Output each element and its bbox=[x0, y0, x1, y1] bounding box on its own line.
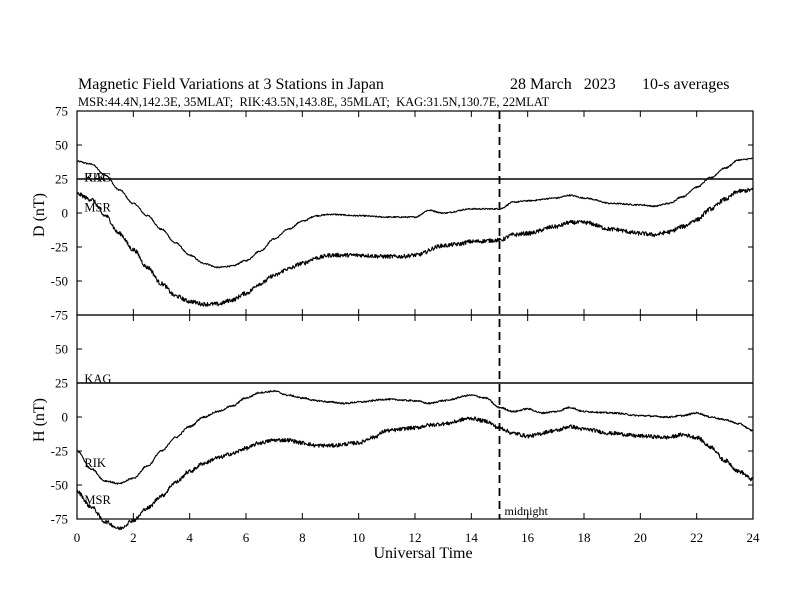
x-tick-label: 0 bbox=[74, 530, 81, 545]
x-tick-label: 6 bbox=[243, 530, 250, 545]
panel-h-ylabel: H (nT) bbox=[31, 398, 48, 442]
x-axis-ticks: 0 2 4 6 8 10 12 14 16 18 20 22 24 bbox=[74, 111, 760, 545]
series-label-rik: RIK bbox=[84, 456, 106, 470]
series-label-rik: RIK bbox=[84, 171, 106, 185]
y-tick-label: -25 bbox=[51, 240, 68, 255]
panel-d-ylabel: D (nT) bbox=[31, 193, 48, 237]
x-axis-title: Universal Time bbox=[373, 545, 472, 562]
y-tick-label: 25 bbox=[55, 172, 68, 187]
y-tick-label: -75 bbox=[51, 308, 68, 323]
x-tick-label: 14 bbox=[465, 530, 479, 545]
y-tick-label: -25 bbox=[51, 444, 68, 459]
series-label-msr: MSR bbox=[84, 201, 111, 215]
panel-h: 50 25 0 -25 -50 -75 KAG RIK MSR H (nT) bbox=[31, 314, 754, 531]
chart-date: 28 March 2023 bbox=[510, 76, 616, 93]
x-tick-label: 18 bbox=[578, 530, 591, 545]
x-tick-label: 20 bbox=[634, 530, 647, 545]
series-label-kag: KAG bbox=[84, 171, 111, 185]
y-tick-label: 75 bbox=[55, 104, 68, 119]
y-tick-label: -75 bbox=[51, 512, 68, 527]
station-info: MSR:44.4N,142.3E, 35MLAT; RIK:43.5N,143.… bbox=[78, 95, 550, 109]
x-tick-label: 16 bbox=[521, 530, 535, 545]
y-tick-label: -50 bbox=[51, 478, 68, 493]
y-tick-label: 50 bbox=[55, 342, 68, 357]
series-line-msr bbox=[76, 187, 754, 307]
series-label-msr: MSR bbox=[84, 493, 111, 507]
chart-averaging: 10-s averages bbox=[642, 76, 730, 93]
x-tick-label: 10 bbox=[352, 530, 365, 545]
panel-d-series bbox=[76, 157, 754, 307]
y-tick-label: -50 bbox=[51, 274, 68, 289]
series-line-rik bbox=[76, 389, 754, 485]
panel-d-y-ticks: 75 50 25 0 -25 -50 -75 bbox=[51, 104, 753, 323]
series-line-msr bbox=[76, 416, 754, 531]
x-tick-label: 22 bbox=[690, 530, 703, 545]
y-tick-label: 25 bbox=[55, 376, 68, 391]
chart-title: Magnetic Field Variations at 3 Stations … bbox=[78, 76, 384, 93]
y-tick-label: 50 bbox=[55, 138, 68, 153]
x-tick-label: 12 bbox=[409, 530, 422, 545]
panel-h-series bbox=[76, 382, 754, 531]
panel-d-frame bbox=[76, 110, 754, 316]
panel-h-series-labels: KAG RIK MSR bbox=[84, 372, 111, 507]
x-tick-label: 4 bbox=[186, 530, 193, 545]
midnight-label: midnight bbox=[505, 504, 549, 518]
x-tick-label: 8 bbox=[299, 530, 306, 545]
series-label-kag: KAG bbox=[84, 372, 111, 386]
x-tick-label: 24 bbox=[747, 530, 761, 545]
y-tick-label: 0 bbox=[62, 206, 69, 221]
x-tick-label: 2 bbox=[130, 530, 137, 545]
series-line-rik bbox=[76, 157, 754, 269]
y-tick-label: 0 bbox=[62, 410, 69, 425]
panel-h-y-ticks: 50 25 0 -25 -50 -75 bbox=[51, 314, 753, 527]
